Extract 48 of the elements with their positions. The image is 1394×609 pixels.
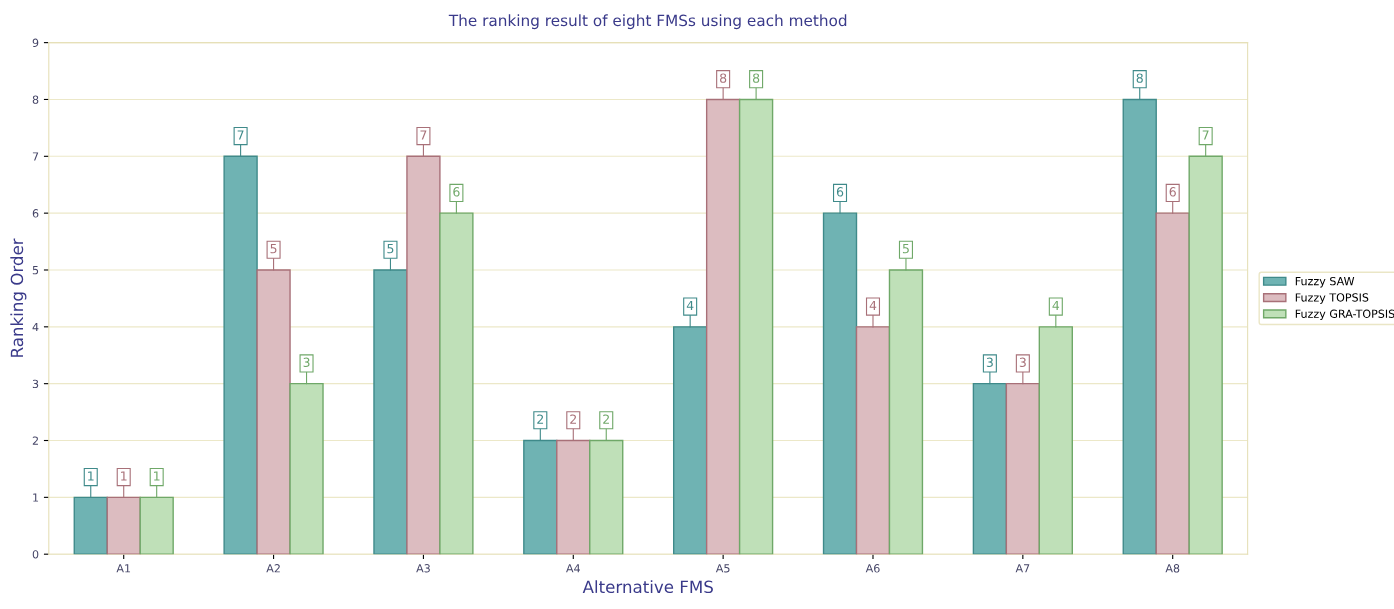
data-label: 3 — [303, 357, 310, 368]
data-label: 7 — [420, 130, 427, 140]
y-tick-label: 9 — [32, 38, 39, 48]
data-label: 6 — [453, 187, 460, 197]
x-tick-label: A4 — [566, 564, 580, 573]
legend-label: Fuzzy SAW — [1295, 276, 1355, 288]
data-label: 7 — [237, 130, 244, 140]
data-label: 1 — [154, 471, 160, 481]
data-label: 4 — [869, 300, 877, 311]
legend-label: Fuzzy GRA-TOPSIS — [1295, 309, 1394, 321]
data-label: 2 — [570, 414, 577, 424]
x-tick-label: A3 — [416, 564, 430, 573]
y-tick-label: 3 — [32, 379, 39, 389]
y-tick-label: 0 — [32, 550, 39, 559]
y-tick-label: 4 — [32, 322, 39, 332]
data-label: 3 — [986, 357, 993, 368]
x-tick-label: A5 — [715, 564, 730, 573]
data-label: 4 — [1052, 300, 1060, 311]
data-label: 8 — [720, 73, 727, 83]
data-label: 5 — [387, 244, 394, 254]
data-label: 5 — [270, 244, 277, 254]
data-label: 3 — [1019, 357, 1026, 368]
data-label: 6 — [1169, 187, 1176, 197]
data-label: 7 — [1202, 130, 1209, 140]
chart-title: The ranking result of eight FMSs using each method — [448, 14, 847, 30]
data-label: 2 — [537, 414, 544, 424]
x-axis-title: Alternative FMS — [582, 580, 713, 594]
legend-label: Fuzzy TOPSIS — [1295, 293, 1369, 304]
data-label: 1 — [88, 471, 94, 481]
x-tick-label: A6 — [865, 564, 880, 573]
x-tick-label: A8 — [1165, 564, 1180, 573]
y-tick-label: 1 — [33, 493, 39, 502]
data-label: 5 — [902, 244, 909, 254]
y-tick-label: 2 — [32, 436, 38, 445]
data-label: 4 — [686, 300, 694, 311]
y-tick-label: 6 — [32, 209, 39, 218]
y-tick-label: 7 — [32, 152, 39, 161]
x-tick-label: A2 — [266, 564, 280, 573]
y-axis-title: Ranking Order — [10, 238, 27, 357]
data-label: 6 — [836, 187, 844, 197]
data-label: 8 — [752, 73, 760, 83]
data-label: 1 — [121, 471, 127, 481]
y-tick-label: 8 — [32, 95, 39, 104]
data-label: 8 — [1136, 73, 1143, 83]
x-tick-label: A7 — [1015, 564, 1030, 573]
data-label: 2 — [603, 414, 609, 424]
y-tick-label: 5 — [32, 266, 39, 275]
x-tick-label: A1 — [116, 564, 131, 573]
